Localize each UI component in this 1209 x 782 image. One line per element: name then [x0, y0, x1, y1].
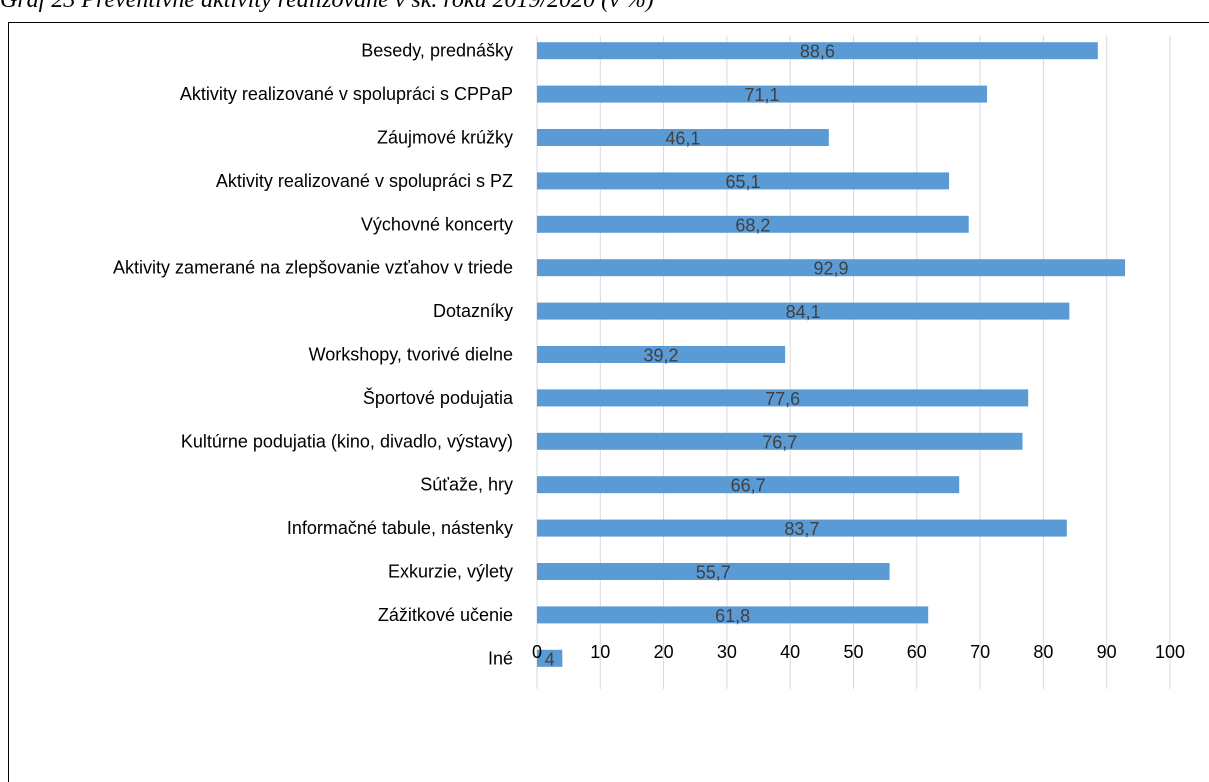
category-label-14: Zážitkové učenie	[378, 605, 513, 625]
chart-caption: Graf 23 Preventívne aktivity realizované…	[0, 0, 654, 13]
x-tick-label-60: 60	[907, 642, 927, 662]
x-tick-label-80: 80	[1033, 642, 1053, 662]
data-label-2: 71,1	[745, 85, 780, 105]
x-tick-label-70: 70	[970, 642, 990, 662]
x-tick-label-90: 90	[1097, 642, 1117, 662]
bar-14	[537, 606, 929, 624]
bar-3	[537, 129, 829, 146]
category-label-4: Aktivity realizované v spolupráci s PZ	[216, 171, 513, 191]
x-tick-label-40: 40	[780, 642, 800, 662]
category-label-6: Aktivity zamerané na zlepšovanie vzťahov…	[113, 258, 513, 278]
data-label-4: 65,1	[726, 172, 761, 192]
bar-7	[537, 302, 1070, 320]
x-tick-label-100: 100	[1155, 642, 1185, 662]
category-label-13: Exkurzie, výlety	[388, 562, 513, 582]
category-label-9: Športové podujatia	[363, 387, 514, 408]
bar-2	[537, 85, 988, 103]
x-tick-label-30: 30	[717, 642, 737, 662]
category-label-12: Informačné tabule, nástenky	[287, 518, 513, 538]
bar-12	[537, 519, 1067, 537]
data-label-12: 83,7	[784, 519, 819, 539]
data-label-15: 4	[545, 649, 555, 669]
category-label-11: Súťaže, hry	[420, 475, 513, 495]
data-label-13: 55,7	[696, 563, 731, 583]
bar-chart: Besedy, prednášky Aktivity realizované v …	[113, 36, 1185, 689]
category-label-15: Iné	[488, 648, 513, 668]
data-labels: 88,6 71,1 46,1 65,1 68,2 92,9 84,1 39,2 77,6 76,7…	[545, 42, 849, 670]
bar-9	[537, 389, 1029, 407]
bar-11	[537, 476, 960, 494]
data-label-6: 92,9	[814, 259, 849, 279]
data-label-7: 84,1	[786, 302, 821, 322]
x-tick-label-10: 10	[590, 642, 610, 662]
x-tick-label-0: 0	[532, 642, 542, 662]
data-label-1: 88,6	[800, 42, 835, 62]
data-label-8: 39,2	[644, 346, 679, 366]
data-label-10: 76,7	[762, 432, 797, 452]
bar-13	[537, 563, 890, 580]
category-labels: Besedy, prednášky Aktivity realizované v …	[113, 41, 514, 669]
bar-4	[537, 172, 950, 190]
data-label-3: 46,1	[665, 129, 700, 149]
bar-6	[537, 259, 1126, 277]
bar-1	[537, 42, 1098, 60]
data-label-9: 77,6	[765, 389, 800, 409]
bars	[537, 42, 1126, 667]
x-tick-label-20: 20	[654, 642, 674, 662]
data-label-14: 61,8	[715, 606, 750, 626]
chart-frame	[8, 22, 1209, 782]
category-label-1: Besedy, prednášky	[361, 41, 513, 61]
category-label-2: Aktivity realizované v spolupráci s CPPa…	[180, 84, 513, 104]
category-label-5: Výchovné koncerty	[361, 214, 513, 234]
bar-8	[537, 346, 786, 363]
category-label-8: Workshopy, tvorivé dielne	[309, 345, 513, 365]
bar-10	[537, 432, 1023, 450]
bar-5	[537, 215, 969, 233]
bar-15	[537, 649, 563, 667]
category-label-7: Dotazníky	[433, 301, 513, 321]
x-tick-labels: 0 10 20 30 40 50 60 70 80 90 100	[532, 642, 1185, 662]
x-tick-label-50: 50	[843, 642, 863, 662]
data-label-11: 66,7	[731, 476, 766, 496]
data-label-5: 68,2	[735, 215, 770, 235]
category-label-3: Záujmové krúžky	[377, 128, 513, 148]
category-label-10: Kultúrne podujatia (kino, divadlo, výsta…	[181, 431, 513, 451]
